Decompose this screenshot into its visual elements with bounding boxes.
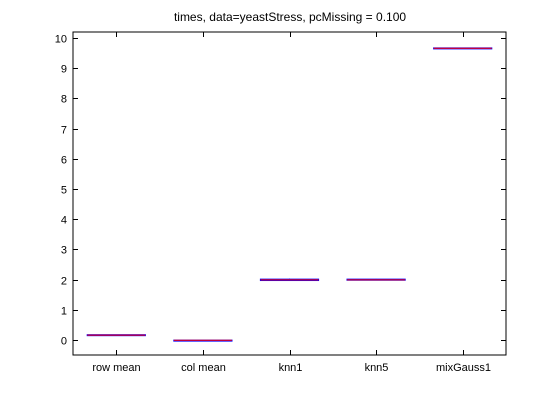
x-tick-label: knn1: [279, 362, 303, 374]
chart-title: times, data=yeastStress, pcMissing = 0.1…: [174, 10, 406, 24]
y-tick-label: 8: [61, 94, 67, 106]
axes-frame: [72, 31, 507, 356]
y-tick-label: 6: [61, 155, 67, 167]
x-tick-label: mixGauss1: [436, 362, 491, 374]
x-tick-label: row mean: [92, 362, 140, 374]
y-tick-label: 3: [61, 245, 67, 257]
y-tick-label: 4: [61, 215, 67, 227]
y-tick-label: 9: [61, 64, 67, 76]
y-tick-label: 2: [61, 276, 67, 288]
x-tick-label: col mean: [181, 362, 226, 374]
plot-area: 0 1 2 3 4 5 6 7 8 9 10 row mean col mean knn1 knn5 mixG…: [55, 31, 507, 374]
y-tick-label: 10: [55, 34, 67, 46]
y-tick-label: 7: [61, 125, 67, 137]
y-tick-label: 0: [61, 336, 67, 348]
y-tick-label: 5: [61, 185, 67, 197]
x-tick-label: knn5: [365, 362, 389, 374]
y-tick-label: 1: [61, 306, 67, 318]
